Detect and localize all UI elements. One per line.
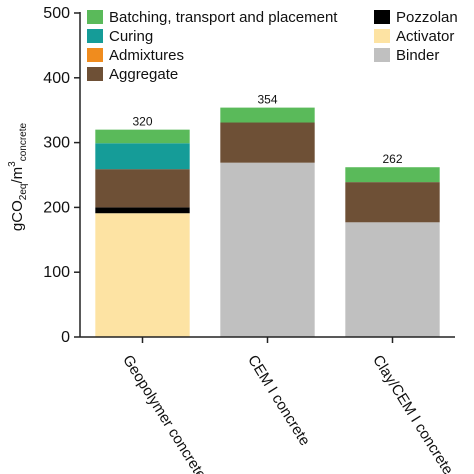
bar-segment-geopolymer-concrete-activator (95, 213, 190, 337)
y-axis-label: gCO2eq/m3concrete (7, 123, 29, 232)
bar-segment-geopolymer-concrete-pozzolan (95, 207, 190, 214)
total-label-clay-cem-i-concrete: 262 (382, 152, 402, 166)
legend-swatch-pozzolan (374, 10, 390, 24)
bar-segment-clay-cem-i-concrete-aggregate (345, 182, 440, 223)
bar-segment-cem-i-concrete-batching-transport-and-placement (220, 107, 315, 123)
category-label-clay-cem-i-concrete: Clay/CEM I concrete (369, 352, 456, 474)
total-label-geopolymer-concrete: 320 (132, 115, 152, 129)
legend-swatch-activator (374, 29, 390, 43)
category-label-cem-i-concrete: CEM I concrete (244, 352, 313, 449)
bar-segment-geopolymer-concrete-curing (95, 143, 190, 170)
bar-segment-cem-i-concrete-aggregate (220, 122, 315, 163)
legend-swatch-batching-transport-and-placement (87, 10, 103, 24)
y-tick-label-200: 200 (43, 199, 70, 216)
legend-swatch-curing (87, 29, 103, 43)
legend-label-admixtures: Admixtures (109, 47, 184, 64)
legend-swatch-aggregate (87, 67, 103, 81)
legend-label-binder: Binder (396, 47, 439, 64)
legend-label-batching-transport-and-placement: Batching, transport and placement (109, 9, 338, 26)
y-tick-label-500: 500 (43, 5, 70, 22)
bar-segment-geopolymer-concrete-batching-transport-and-placement (95, 129, 190, 144)
total-label-cem-i-concrete: 354 (257, 93, 277, 107)
bar-segment-clay-cem-i-concrete-batching-transport-and-placement (345, 167, 440, 183)
y-tick-label-300: 300 (43, 135, 70, 152)
legend-swatch-binder (374, 48, 390, 62)
bar-segment-cem-i-concrete-binder (220, 162, 315, 337)
legend: Batching, transport and placement Curing A… (87, 9, 458, 83)
legend-swatch-admixtures (87, 48, 103, 62)
bar-segment-geopolymer-concrete-aggregate (95, 169, 190, 208)
bars-layer: 320 354 262 (95, 93, 440, 337)
legend-label-curing: Curing (109, 28, 153, 45)
category-label-geopolymer-concrete: Geopolymer concrete (119, 352, 209, 474)
legend-label-aggregate: Aggregate (109, 66, 178, 83)
legend-label-pozzolan: Pozzolan (396, 9, 458, 26)
y-tick-label-100: 100 (43, 264, 70, 281)
bar-segment-clay-cem-i-concrete-binder (345, 222, 440, 337)
legend-label-activator: Activator (396, 28, 454, 45)
y-tick-label-400: 400 (43, 70, 70, 87)
y-tick-label-0: 0 (61, 329, 70, 346)
